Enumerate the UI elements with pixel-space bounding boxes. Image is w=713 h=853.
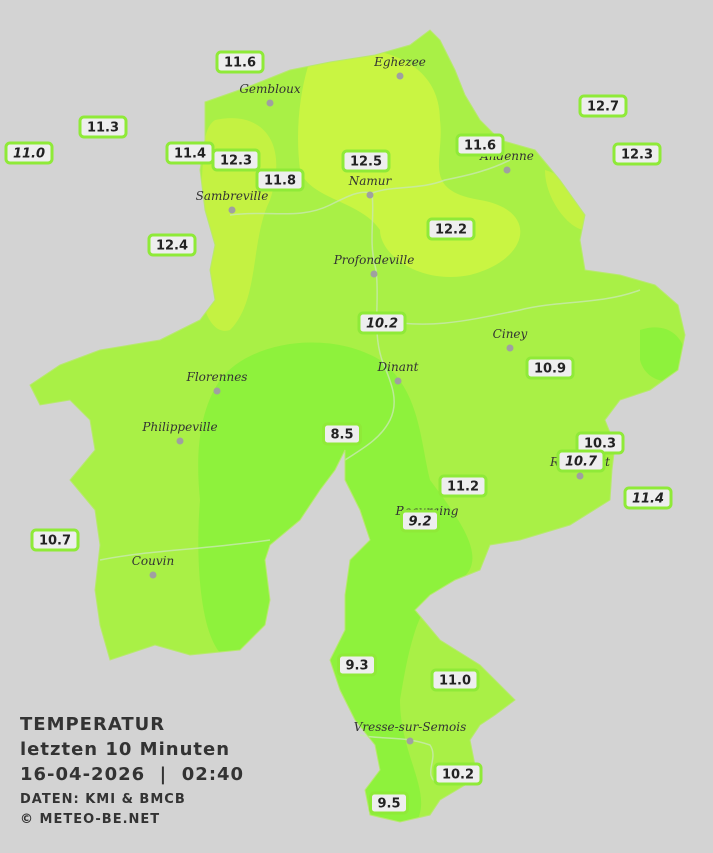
station-box [255, 168, 305, 192]
station-box [341, 149, 391, 173]
station-box [430, 668, 480, 692]
station-box [426, 217, 476, 241]
city-label: Sambreville [196, 189, 269, 203]
station-box [525, 356, 575, 380]
station-value: 9.5 [377, 797, 400, 812]
station-value: 8.5 [330, 428, 353, 443]
province-outline [29, 29, 686, 823]
station-value: 10.2 [442, 768, 474, 783]
station-value: 11.0 [13, 147, 45, 162]
station-value: 10.7 [39, 534, 71, 549]
stations: 11.6 11.3 11.0 11.4 12.3 11.8 12.5 11.6 12.7 12.3… [4, 50, 673, 815]
station-box [578, 94, 628, 118]
station-value: 12.3 [621, 148, 653, 163]
datetime: 16-04-2026 | 02:40 [20, 764, 244, 785]
city-dot [394, 377, 402, 385]
source: DATEN: KMI & BMCB [20, 792, 186, 807]
warm-zone [545, 170, 591, 230]
subtitle: letzten 10 Minuten [20, 739, 230, 760]
station-value: 12.3 [220, 154, 252, 169]
city-label: Gembloux [239, 82, 301, 96]
station-box [30, 528, 80, 552]
city-label: Namur [348, 174, 393, 188]
station-value: 11.8 [264, 174, 296, 189]
station-value: 11.2 [447, 480, 479, 495]
station-value: 9.2 [408, 515, 431, 530]
copyright: © METEO-BE.NET [20, 812, 160, 827]
station-value: 12.4 [156, 239, 188, 254]
city-dot [228, 206, 236, 214]
title: TEMPERATUR [20, 714, 165, 735]
station-value: 11.4 [632, 492, 664, 507]
station-box [78, 115, 128, 139]
station-box [433, 762, 483, 786]
station-value: 10.7 [565, 455, 598, 470]
city-label: Florennes [186, 370, 248, 384]
station-box [623, 486, 673, 510]
station-box [369, 791, 409, 815]
city-label: Profondeville [333, 253, 415, 267]
station-box [556, 449, 606, 473]
city-label: Vresse-sur-Semois [354, 720, 467, 734]
station-value: 11.0 [439, 674, 471, 689]
station-value: 10.9 [534, 362, 566, 377]
station-box [215, 50, 265, 74]
station-value: 10.2 [366, 317, 398, 332]
city-label: Eghezee [373, 55, 426, 69]
cool-zone [640, 327, 685, 381]
city-dot [213, 387, 221, 395]
city-dot [506, 344, 514, 352]
station-value: 12.2 [435, 223, 467, 238]
station-value: 11.4 [174, 147, 206, 162]
station-box [438, 474, 488, 498]
city-dot [503, 166, 511, 174]
station-box [400, 509, 440, 533]
station-value: 11.3 [87, 121, 119, 136]
city-dot [176, 437, 184, 445]
city-dot [366, 191, 374, 199]
station-box [147, 233, 197, 257]
city-dot [149, 571, 157, 579]
station-box [322, 422, 362, 446]
city-label: Philippeville [141, 420, 217, 434]
station-value: 11.6 [464, 139, 496, 154]
station-box [612, 142, 662, 166]
station-value: 10.3 [584, 437, 616, 452]
station-value: 9.3 [345, 659, 368, 674]
rivers [99, 159, 641, 786]
station-box [211, 148, 261, 172]
city-dot [576, 472, 584, 480]
city-dot [266, 99, 274, 107]
station-value: 12.7 [587, 100, 619, 115]
station-value: 12.5 [350, 155, 382, 170]
city-label: Couvin [132, 554, 174, 568]
station-box [357, 311, 407, 335]
station-box [337, 653, 377, 677]
city-dot [370, 270, 378, 278]
city-label: Ciney [493, 327, 528, 341]
city-dot [396, 72, 404, 80]
station-box [4, 141, 54, 165]
station-box [455, 133, 505, 157]
station-value: 11.6 [224, 56, 256, 71]
city-dot [406, 737, 414, 745]
city-label: Dinant [377, 360, 419, 374]
